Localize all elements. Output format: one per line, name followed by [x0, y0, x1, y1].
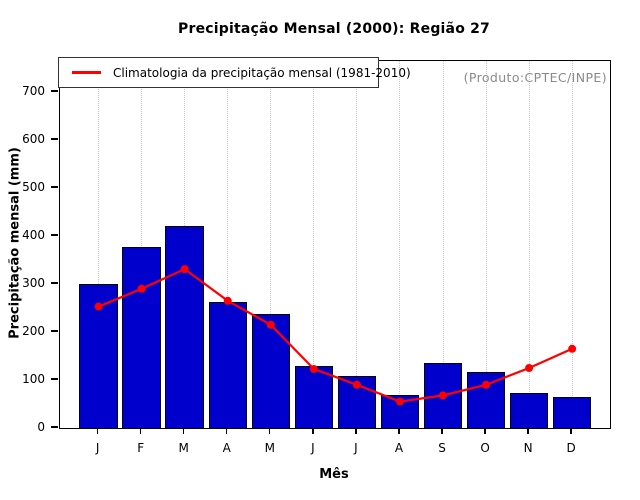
- y-tick-100: [51, 378, 58, 380]
- x-tick-1: [139, 428, 142, 434]
- climatology-point-2: [180, 265, 189, 274]
- y-tick-label-700: 700: [22, 84, 45, 98]
- legend: Climatologia da precipitação mensal (198…: [58, 57, 411, 88]
- x-tick-label-6: J: [354, 441, 358, 455]
- y-tick-500: [51, 186, 58, 188]
- watermark-text: (Produto:CPTEC/INPE): [463, 70, 607, 85]
- legend-label: Climatologia da precipitação mensal (198…: [113, 65, 411, 80]
- x-axis-label: Mês: [319, 467, 349, 482]
- y-tick-label-0: 0: [37, 420, 45, 434]
- x-tick-label-8: S: [438, 441, 446, 455]
- x-tick-3: [226, 428, 228, 434]
- x-tick-4: [269, 428, 271, 434]
- x-tick-label-2: M: [178, 441, 189, 455]
- climatology-point-0: [94, 302, 103, 311]
- gridline-s8: [442, 61, 444, 428]
- gridline-o9: [485, 61, 487, 428]
- x-tick-label-0: J: [95, 441, 100, 455]
- y-tick-label-500: 500: [22, 180, 45, 194]
- bar-month-11: [552, 396, 592, 428]
- climatology-line: [98, 267, 573, 403]
- x-tick-label-10: N: [523, 441, 533, 455]
- bar-month-10: [509, 393, 549, 428]
- plot-area: [59, 60, 611, 429]
- climatology-point-11: [568, 344, 577, 353]
- x-tick-label-3: A: [222, 441, 231, 455]
- climatology-point-1: [137, 284, 146, 293]
- x-tick-label-11: D: [566, 441, 576, 455]
- bar-month-2: [165, 226, 204, 428]
- climatology-point-6: [352, 380, 361, 389]
- y-axis-label: Precipitação mensal (mm): [7, 147, 23, 339]
- climatology-point-4: [266, 320, 275, 329]
- y-tick-label-300: 300: [22, 276, 45, 290]
- legend-line-swatch: [72, 71, 101, 74]
- gridline-a7: [399, 61, 401, 428]
- climatology-point-3: [223, 296, 232, 305]
- y-tick-200: [51, 330, 58, 332]
- bar-month-4: [251, 314, 291, 428]
- climatology-point-8: [439, 391, 447, 400]
- x-tick-10: [527, 428, 529, 434]
- x-tick-9: [484, 428, 486, 434]
- y-tick-300: [51, 282, 58, 284]
- bar-month-5: [294, 365, 334, 428]
- x-tick-6: [355, 428, 357, 434]
- y-tick-400: [51, 234, 58, 236]
- gridline-j5: [313, 61, 315, 428]
- climatology-point-7: [395, 397, 404, 406]
- x-tick-7: [398, 428, 400, 434]
- x-tick-label-4: M: [264, 441, 275, 455]
- x-tick-label-9: O: [480, 441, 490, 455]
- y-tick-label-600: 600: [22, 132, 45, 146]
- bar-month-1: [122, 247, 161, 428]
- x-tick-label-5: J: [311, 441, 315, 455]
- y-tick-label-400: 400: [22, 228, 45, 242]
- gridline-j0: [98, 61, 100, 428]
- chart-title: Precipitação Mensal (2000): Região 27: [178, 21, 490, 37]
- x-tick-label-7: A: [394, 441, 404, 455]
- gridline-f1: [141, 61, 143, 428]
- x-tick-0: [96, 428, 99, 434]
- climatology-point-5: [309, 364, 318, 373]
- climatology-line-layer: [94, 265, 577, 406]
- gridline-m4: [270, 61, 272, 428]
- bar-month-3: [208, 302, 247, 428]
- climatology-point-10: [525, 364, 534, 372]
- x-tick-5: [312, 428, 314, 434]
- gridline-d11: [571, 61, 573, 428]
- gridline-a3: [227, 61, 229, 428]
- y-tick-700: [51, 90, 58, 92]
- x-tick-11: [570, 428, 572, 434]
- gridline-n10: [528, 61, 530, 428]
- x-tick-8: [441, 428, 443, 434]
- x-tick-2: [183, 428, 185, 434]
- gridline-j6: [356, 61, 358, 428]
- y-tick-label-200: 200: [22, 324, 45, 338]
- x-tick-label-1: F: [137, 441, 145, 455]
- y-tick-600: [51, 138, 58, 140]
- climatology-point-9: [482, 380, 491, 389]
- y-tick-label-100: 100: [22, 372, 45, 386]
- y-tick-0: [51, 426, 58, 428]
